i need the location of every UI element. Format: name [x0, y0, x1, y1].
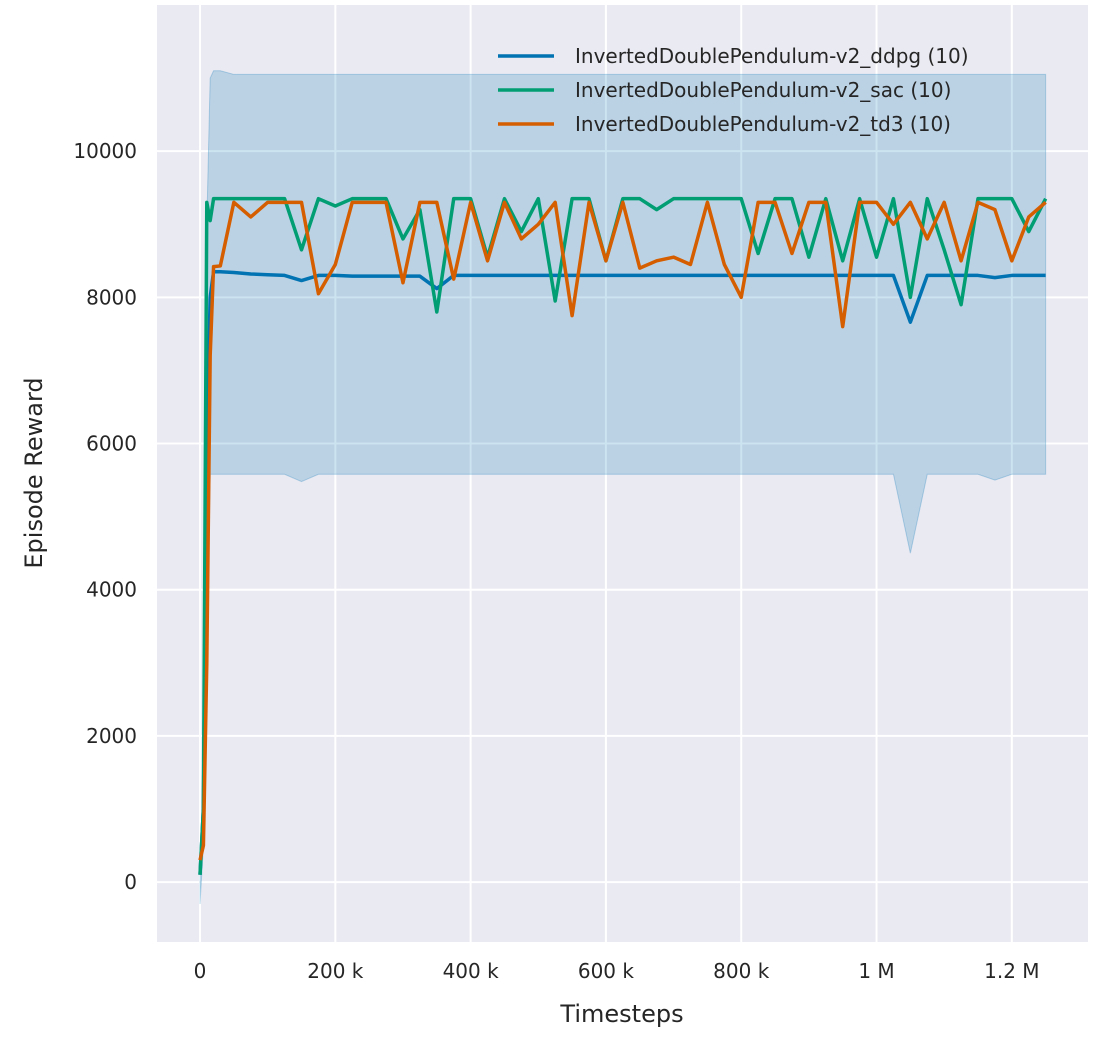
x-tick-label: 1.2 M — [984, 959, 1039, 983]
confidence-band — [199, 70, 1047, 905]
plot-background — [157, 5, 1088, 942]
series-lines — [198, 196, 1048, 875]
y-tick-label: 2000 — [86, 724, 137, 748]
x-tick-label: 0 — [194, 959, 207, 983]
x-tick-label: 400 k — [443, 959, 500, 983]
y-tick-label: 8000 — [86, 285, 137, 309]
x-axis-label: Timesteps — [559, 1000, 683, 1028]
y-axis-ticks: 0 2000 4000 6000 8000 10000 — [73, 139, 137, 894]
legend-label: InvertedDoublePendulum-v2_sac (10) — [575, 78, 951, 102]
x-axis-ticks: 0 200 k 400 k 600 k 800 k 1 M 1.2 M — [194, 959, 1040, 983]
y-tick-label: 4000 — [86, 578, 137, 602]
series-line — [198, 196, 1048, 875]
series-line — [198, 200, 1047, 861]
grid — [157, 5, 1088, 942]
series-line — [198, 270, 1046, 875]
confidence-bands — [199, 70, 1047, 905]
y-tick-label: 6000 — [86, 432, 137, 456]
legend: InvertedDoublePendulum-v2_ddpg (10) Inver… — [498, 44, 969, 136]
x-tick-label: 1 M — [858, 959, 894, 983]
y-tick-label: 0 — [124, 870, 137, 894]
legend-label: InvertedDoublePendulum-v2_ddpg (10) — [575, 44, 969, 68]
y-axis-label: Episode Reward — [20, 377, 48, 568]
x-tick-label: 200 k — [307, 959, 364, 983]
y-tick-label: 10000 — [73, 139, 137, 163]
x-tick-label: 600 k — [578, 959, 635, 983]
x-tick-label: 800 k — [713, 959, 770, 983]
legend-label: InvertedDoublePendulum-v2_td3 (10) — [575, 112, 951, 136]
